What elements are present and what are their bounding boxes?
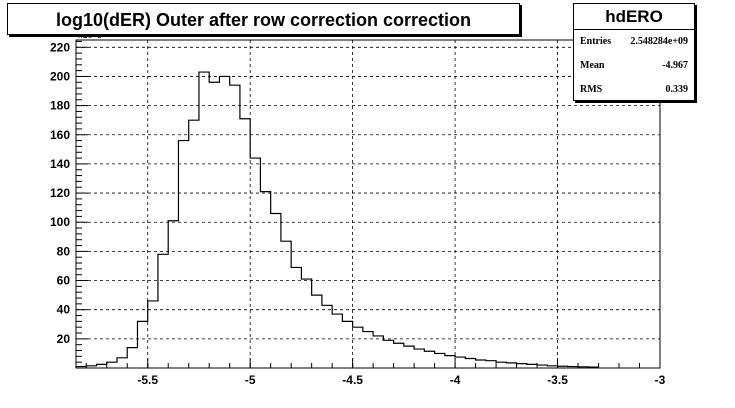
x-tick-label: -3.5 xyxy=(547,373,568,387)
x-axis: -5.5 -5 -4.5 -4 -3.5 -3 xyxy=(85,358,666,387)
plot-frame xyxy=(75,39,661,369)
stats-row-entries: Entries 2.548284e+09 xyxy=(574,30,694,54)
stats-row-mean: Mean -4.967 xyxy=(574,54,694,78)
stats-label: Entries xyxy=(580,36,612,47)
y-tick-label: 40 xyxy=(57,303,71,317)
stats-box: hdERO Entries 2.548284e+09 Mean -4.967 R… xyxy=(573,3,695,101)
y-tick-label: 100 xyxy=(50,215,70,229)
x-tick-label: -4 xyxy=(450,373,461,387)
stats-row-rms: RMS 0.339 xyxy=(574,78,694,102)
x-tick-label: -5 xyxy=(245,373,256,387)
y-axis: 20 40 60 80 100 120 140 160 180 200 220 xyxy=(50,40,88,363)
y-tick-label: 60 xyxy=(57,274,71,288)
x-tick-label: -5.5 xyxy=(137,373,158,387)
histogram-line xyxy=(75,71,600,368)
stats-value: 0.339 xyxy=(665,84,689,95)
y-tick-label: 80 xyxy=(57,244,71,258)
stats-title: hdERO xyxy=(574,4,694,30)
y-multiplier-label: x10^6 xyxy=(78,30,102,40)
x-tick-label: -3 xyxy=(655,373,666,387)
grid-lines xyxy=(76,40,660,368)
y-tick-label: 160 xyxy=(50,128,70,142)
stats-value: 2.548284e+09 xyxy=(630,36,688,47)
stats-value: -4.967 xyxy=(662,60,688,71)
y-tick-label: 140 xyxy=(50,157,70,171)
y-tick-label: 20 xyxy=(57,332,71,346)
y-tick-label: 220 xyxy=(50,40,70,54)
x-tick-label: -4.5 xyxy=(342,373,363,387)
y-tick-label: 120 xyxy=(50,186,70,200)
stats-label: Mean xyxy=(580,60,605,71)
y-tick-label: 200 xyxy=(50,69,70,83)
stats-label: RMS xyxy=(580,84,603,95)
y-tick-label: 180 xyxy=(50,99,70,113)
chart-title: log10(dER) Outer after row correction co… xyxy=(7,3,520,35)
